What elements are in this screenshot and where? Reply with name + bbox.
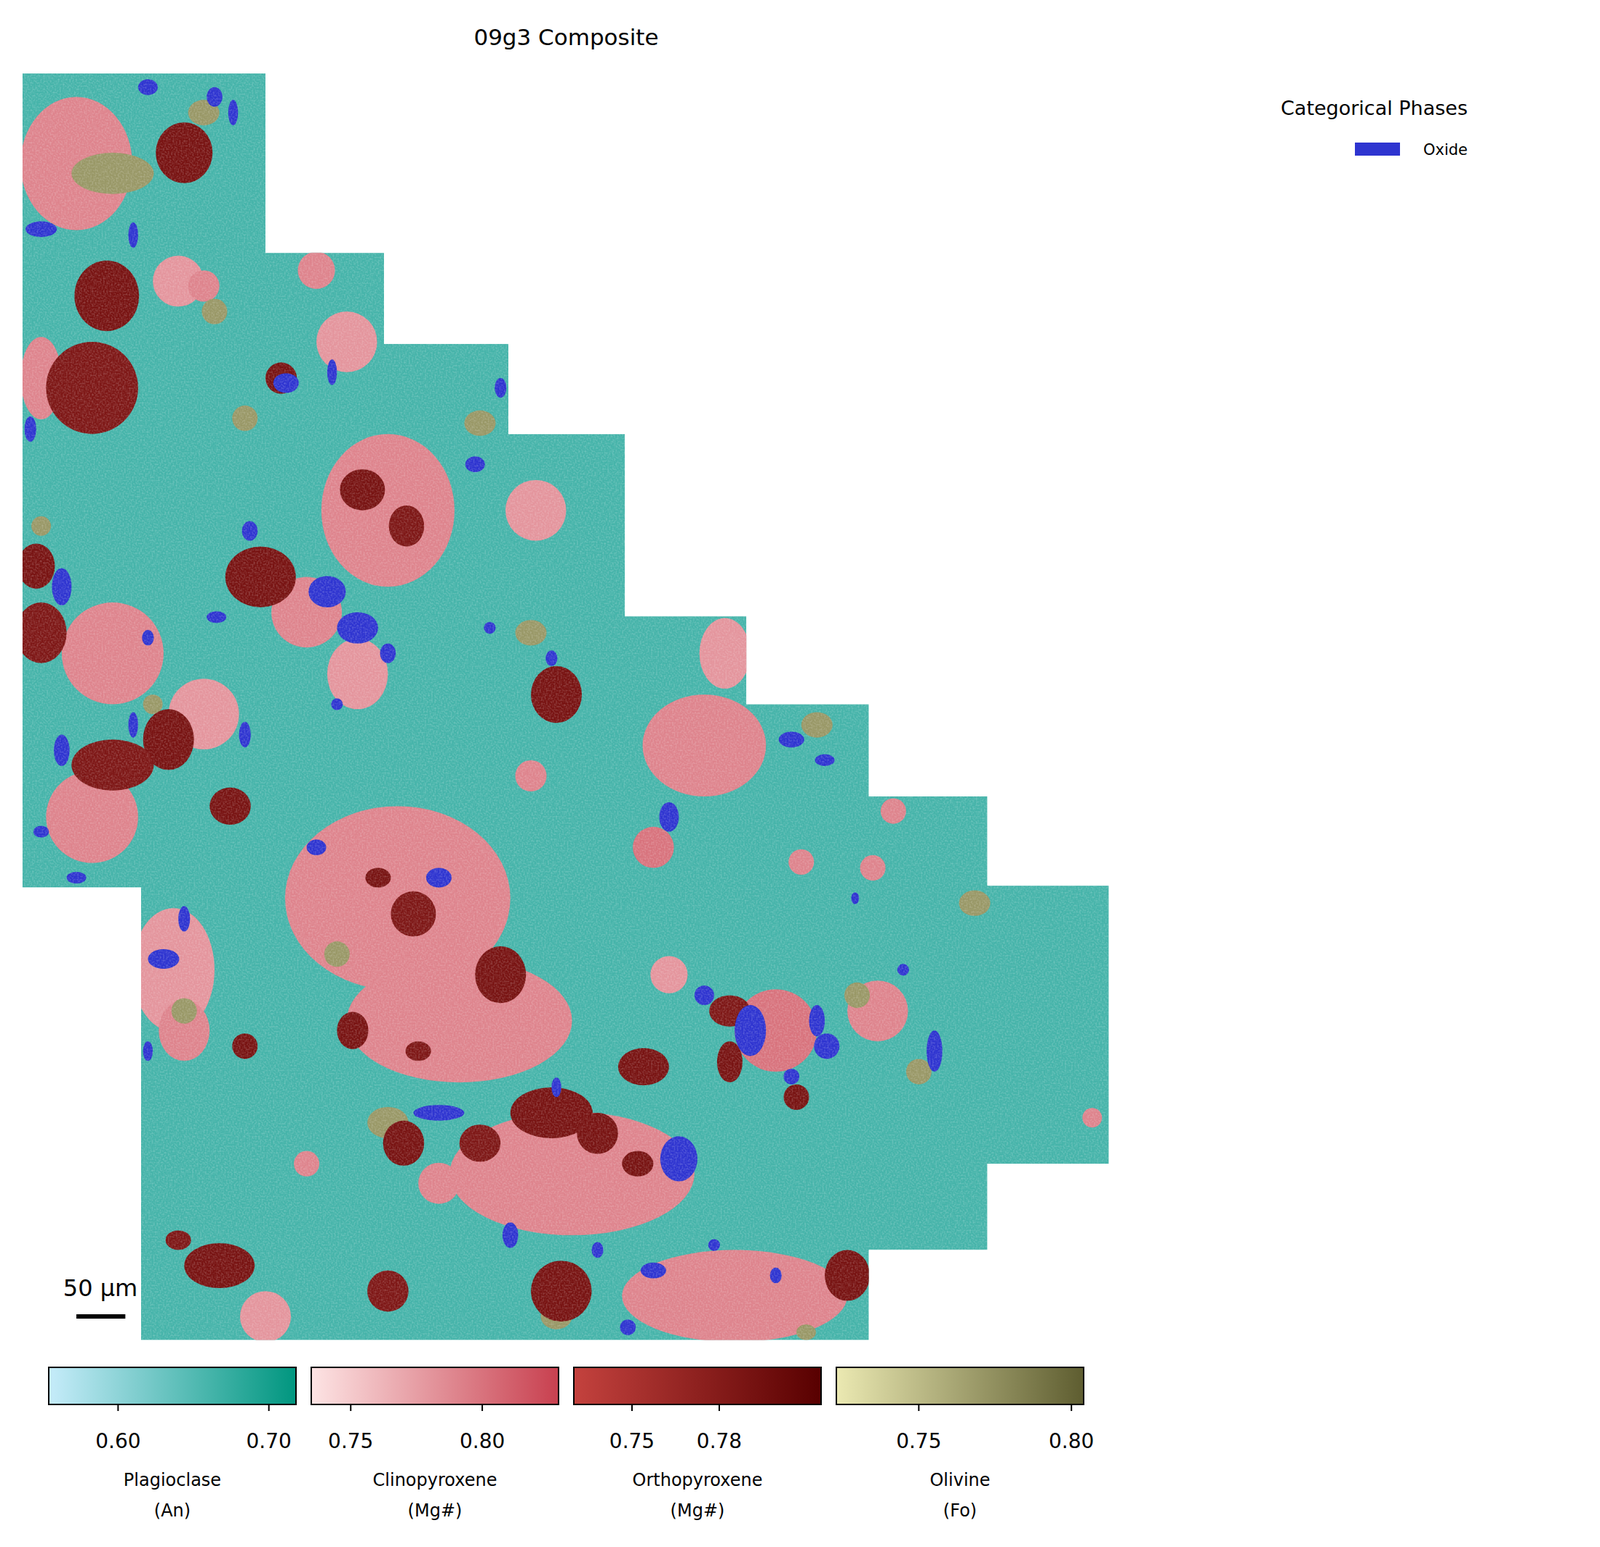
tick — [268, 1404, 270, 1411]
tick — [631, 1404, 633, 1411]
colorbar-unit: (Mg#) — [670, 1500, 726, 1521]
colorbar-unit: (Mg#) — [408, 1500, 463, 1521]
legend-title: Categorical Phases — [1280, 96, 1468, 120]
tick-label: 0.75 — [609, 1429, 655, 1454]
colorbar-unit: (Fo) — [943, 1500, 977, 1521]
tick-label: 0.60 — [95, 1429, 141, 1454]
colorbar-label: Orthopyroxene — [632, 1469, 763, 1491]
colorbar-unit: (An) — [154, 1500, 191, 1521]
tick-label: 0.75 — [896, 1429, 942, 1454]
tick — [349, 1404, 352, 1411]
tick-label: 0.70 — [246, 1429, 292, 1454]
texture — [22, 73, 1110, 1340]
tick-label: 0.80 — [459, 1429, 505, 1454]
legend-label: Oxide — [1423, 141, 1468, 159]
title: 09g3 Composite — [473, 24, 659, 51]
tick — [481, 1404, 483, 1411]
legend-swatch — [1354, 142, 1400, 156]
colorbar-label: Clinopyroxene — [373, 1469, 498, 1491]
tick-label: 0.80 — [1048, 1429, 1094, 1454]
colorbar-label: Plagioclase — [123, 1469, 222, 1491]
phase-map — [16, 73, 1110, 1342]
tick — [718, 1404, 720, 1411]
tick — [1070, 1404, 1072, 1411]
colorbar — [311, 1367, 559, 1405]
colorbar-label: Olivine — [929, 1469, 990, 1491]
colorbar — [573, 1367, 822, 1405]
tick — [117, 1404, 119, 1411]
figure: 09g3 Composite 50 μm Categorical Phases Oxi… — [0, 0, 1600, 1547]
colorbar — [48, 1367, 296, 1405]
tick-label: 0.78 — [696, 1429, 742, 1454]
tick — [917, 1404, 920, 1411]
colorbar — [836, 1367, 1084, 1405]
scale-bar-label: 50 μm — [63, 1274, 138, 1302]
scale-bar — [76, 1314, 126, 1319]
tick-label: 0.75 — [328, 1429, 374, 1454]
